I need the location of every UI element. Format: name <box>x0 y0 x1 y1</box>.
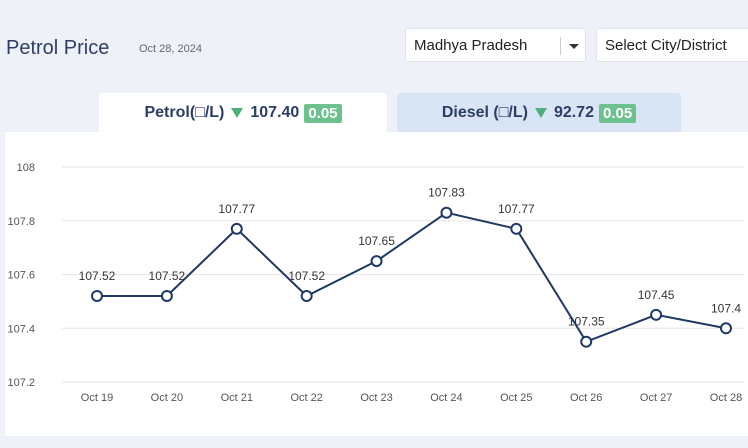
state-select-value: Madhya Pradesh <box>414 37 528 54</box>
x-tick-label: Oct 24 <box>430 392 462 404</box>
tab-diesel-price: 92.72 <box>553 104 594 121</box>
data-point <box>510 222 523 235</box>
y-tick-label: 107.2 <box>7 377 35 389</box>
x-tick-label: Oct 28 <box>710 392 742 404</box>
y-tick-label: 107.6 <box>7 270 35 282</box>
x-tick-label: Oct 20 <box>151 392 183 404</box>
data-label: 107.83 <box>428 186 465 200</box>
data-point <box>650 308 663 321</box>
chevron-down-icon[interactable] <box>569 44 579 49</box>
tab-petrol-change-badge: 0.05 <box>304 103 342 123</box>
down-arrow-icon <box>231 108 244 118</box>
data-label: 107.45 <box>638 288 675 302</box>
data-label: 107.35 <box>568 315 605 329</box>
y-tick-label: 108 <box>17 162 35 174</box>
tab-diesel-change-badge: 0.05 <box>598 103 637 123</box>
tab-petrol[interactable]: Petrol(□/L) 107.40 0.05 <box>99 93 387 133</box>
date-label: Oct 28, 2024 <box>139 43 202 55</box>
y-tick-label: 107.4 <box>7 323 35 335</box>
x-tick-label: Oct 26 <box>570 392 602 404</box>
series-line <box>97 211 727 343</box>
x-tick-label: Oct 27 <box>640 392 672 404</box>
x-tick-label: Oct 23 <box>360 392 392 404</box>
data-label: 107.77 <box>218 202 255 216</box>
data-point <box>370 255 383 268</box>
data-label: 107.77 <box>498 202 535 216</box>
tab-diesel-label: Diesel (□/L) <box>441 104 528 121</box>
header: Petrol Price Oct 28, 2024 Madhya Pradesh… <box>0 12 748 92</box>
data-point <box>230 222 243 235</box>
select-divider <box>560 37 561 55</box>
down-arrow-icon <box>534 108 547 118</box>
data-label: 107.65 <box>358 234 395 248</box>
data-label: 107.52 <box>288 269 325 283</box>
x-tick-label: Oct 21 <box>221 392 253 404</box>
x-tick-label: Oct 19 <box>81 392 113 404</box>
data-point <box>440 206 453 219</box>
x-tick-label: Oct 25 <box>500 392 532 404</box>
city-select[interactable]: Select City/District <box>596 28 748 62</box>
page-title: Petrol Price <box>6 37 110 59</box>
data-point <box>91 290 103 302</box>
tab-petrol-label: Petrol(□/L) <box>144 104 225 121</box>
city-select-value: Select City/District <box>605 37 727 54</box>
tab-diesel[interactable]: Diesel (□/L) 92.72 0.05 <box>397 93 681 133</box>
data-point <box>720 322 732 335</box>
data-point <box>580 335 593 348</box>
data-point <box>300 290 313 302</box>
x-tick-label: Oct 22 <box>290 392 322 404</box>
data-label: 107.52 <box>79 269 116 283</box>
data-point <box>160 290 173 302</box>
chart-panel: 107.2 107.4 107.6 107.8 108 Oct 19 Oct 20 Oct 2… <box>5 132 748 436</box>
price-line-chart: 107.2 107.4 107.6 107.8 108 Oct 19 Oct 20 Oct 2… <box>7 162 745 404</box>
state-select[interactable]: Madhya Pradesh <box>405 28 586 62</box>
tab-petrol-price: 107.40 <box>250 104 300 121</box>
y-tick-label: 107.8 <box>7 216 35 228</box>
data-label: 107.4 <box>711 301 741 315</box>
data-label: 107.52 <box>149 269 186 283</box>
